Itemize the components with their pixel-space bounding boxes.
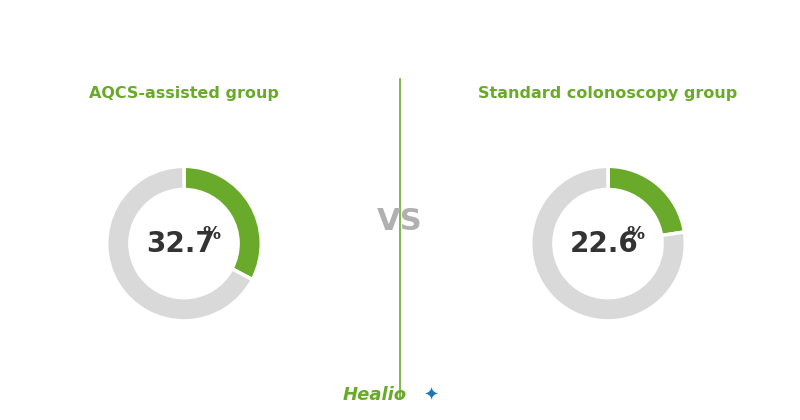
Text: AQCS-assisted group: AQCS-assisted group bbox=[89, 86, 279, 101]
Wedge shape bbox=[106, 166, 253, 321]
Wedge shape bbox=[530, 166, 686, 321]
Text: Standard colonoscopy group: Standard colonoscopy group bbox=[478, 86, 738, 101]
Text: 32.7: 32.7 bbox=[146, 230, 214, 257]
Wedge shape bbox=[608, 166, 685, 236]
Text: VS: VS bbox=[377, 207, 423, 236]
Text: ✦: ✦ bbox=[423, 387, 438, 405]
Text: %: % bbox=[202, 225, 220, 243]
Text: 22.6: 22.6 bbox=[570, 230, 638, 257]
Text: Adenoma detection rate in the intention-to-treat analysis:: Adenoma detection rate in the intention-… bbox=[92, 23, 708, 42]
Wedge shape bbox=[184, 166, 262, 280]
Text: %: % bbox=[626, 225, 644, 243]
Text: Healio: Healio bbox=[342, 386, 406, 404]
